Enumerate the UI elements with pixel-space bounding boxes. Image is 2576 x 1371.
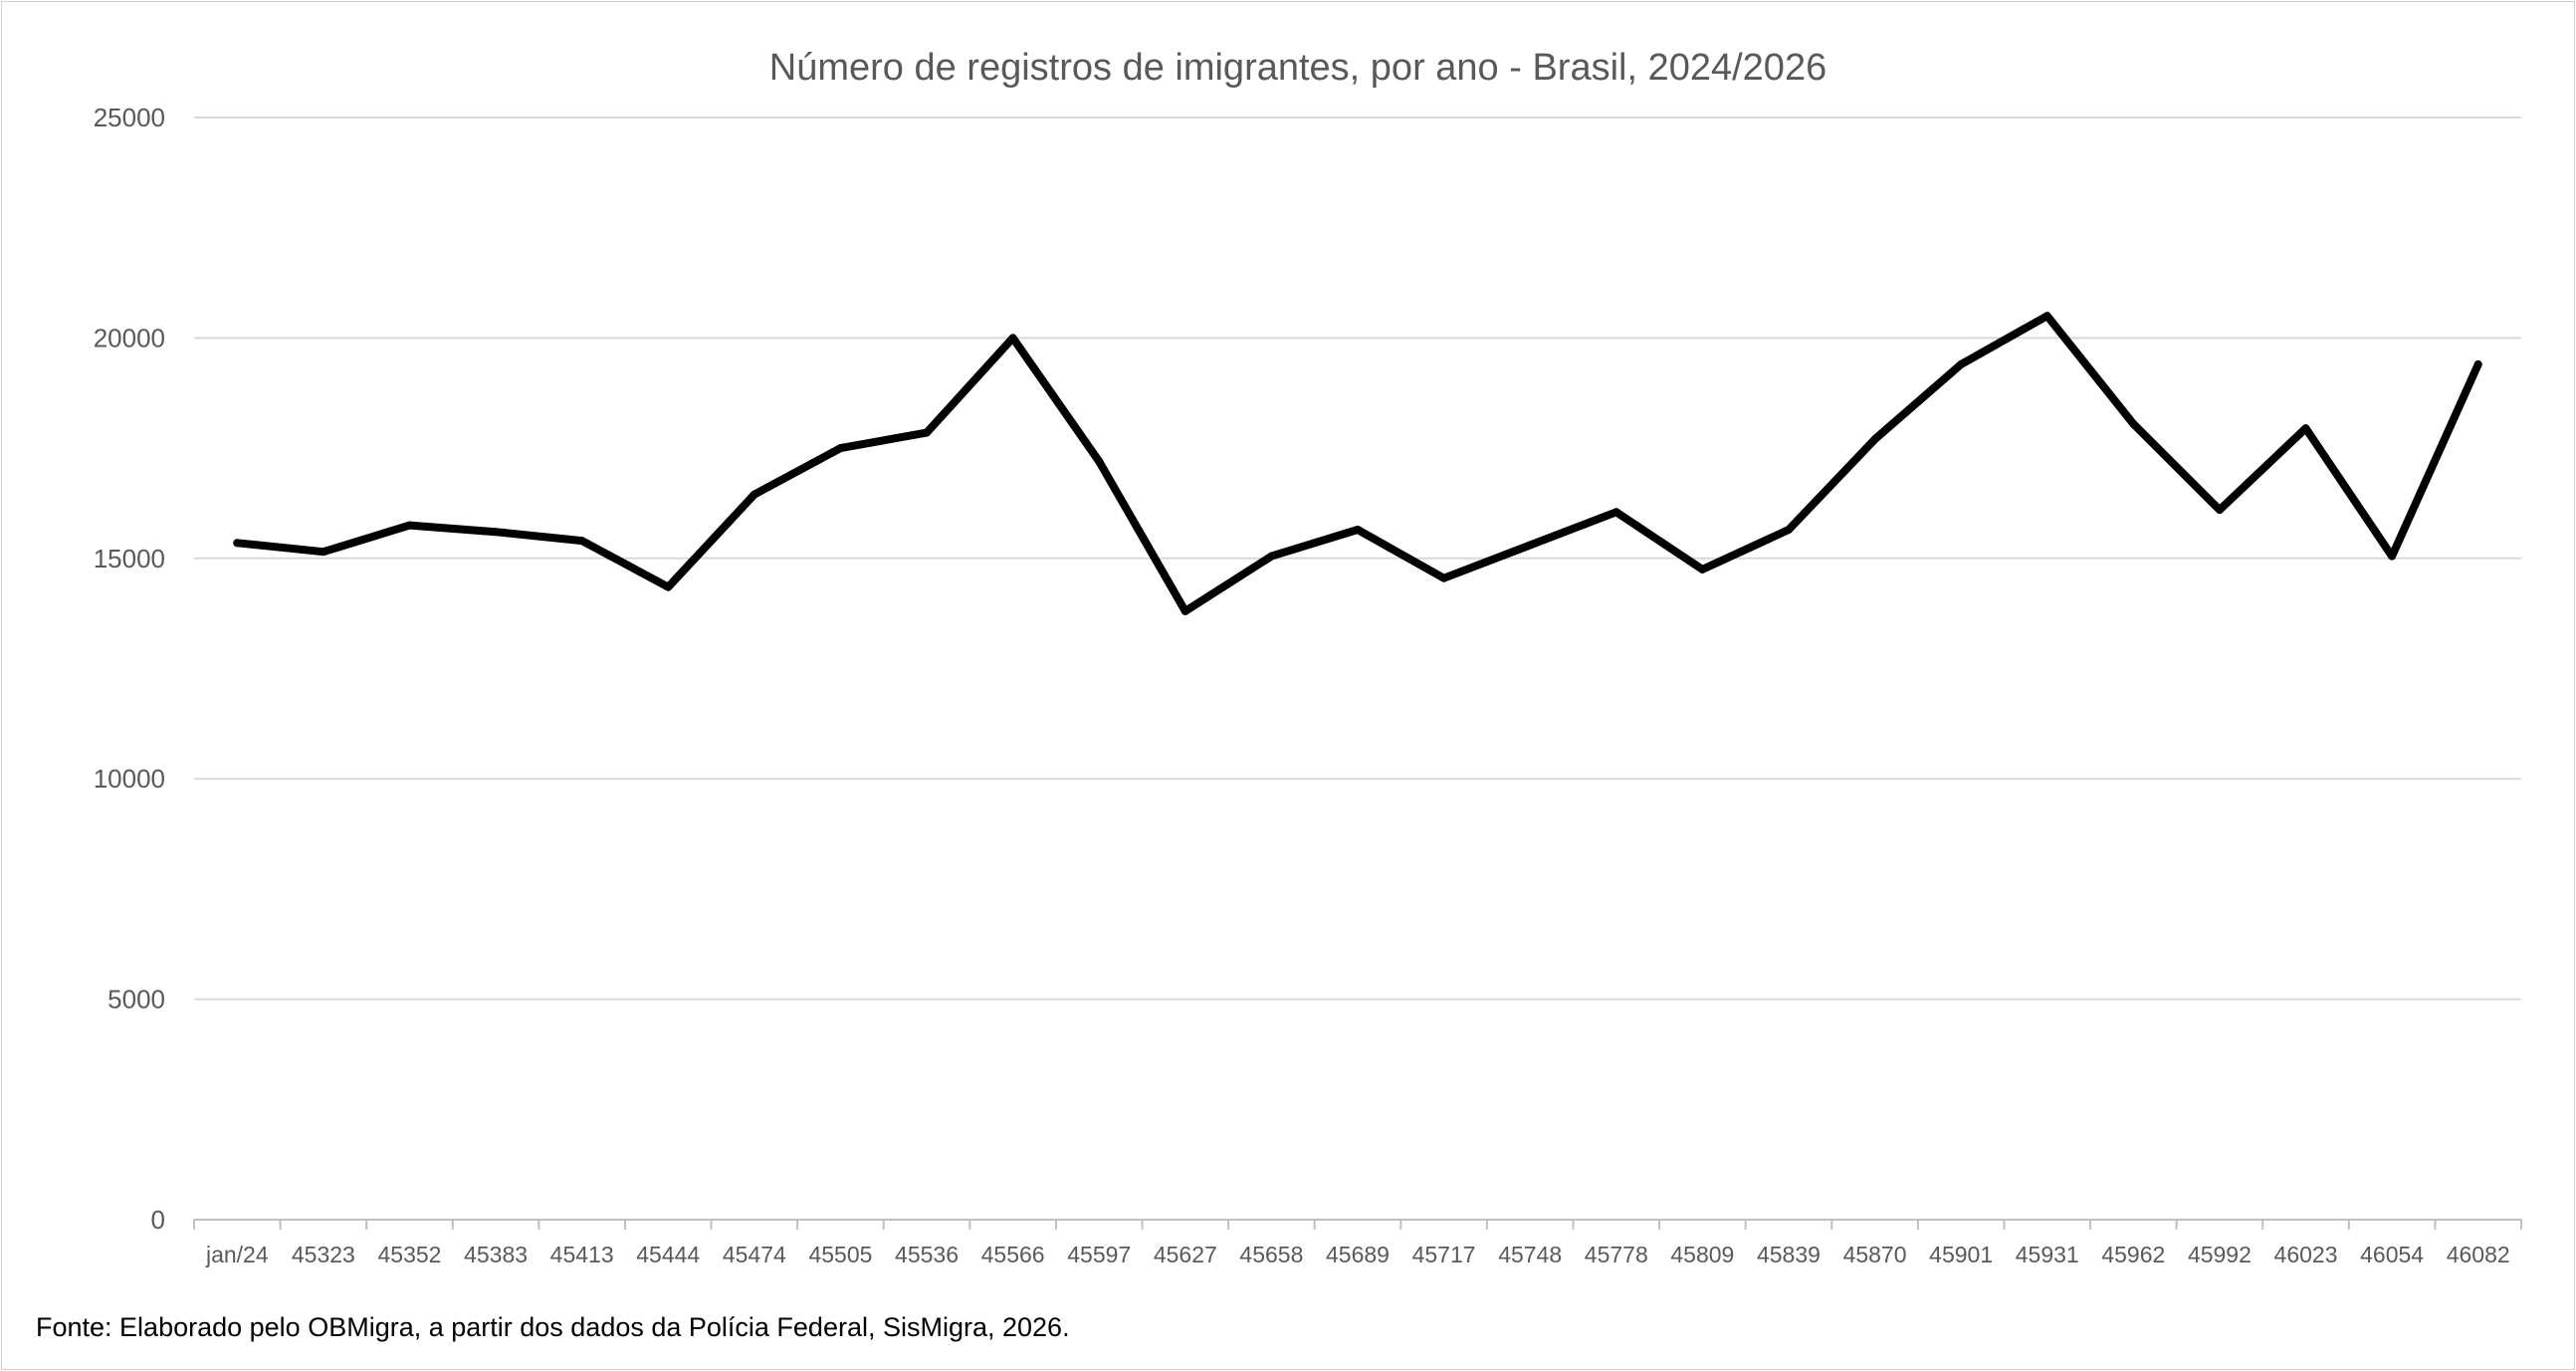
x-tick-label: 45717 xyxy=(1412,1242,1476,1267)
x-axis-tick-labels: jan/24 45323 45352 45383 45413 45444 45474 4550… xyxy=(205,1242,2510,1267)
data-point xyxy=(1611,508,1620,517)
data-point xyxy=(233,539,242,548)
y-tick-label: 10000 xyxy=(94,764,165,794)
x-tick-label: 45474 xyxy=(723,1242,786,1267)
data-point xyxy=(1698,565,1707,573)
x-tick-label: 46023 xyxy=(2274,1242,2338,1267)
x-tick-label: 45931 xyxy=(2016,1242,2079,1267)
gridlines xyxy=(194,116,2521,1001)
source-note: Fonte: Elaborado pelo OBMigra, a partir … xyxy=(36,1312,1070,1342)
data-point xyxy=(1181,606,1189,615)
x-axis xyxy=(193,1219,2522,1230)
y-axis-tick-labels: 0 5000 10000 15000 20000 25000 xyxy=(94,103,165,1235)
x-tick-label: 45809 xyxy=(1670,1242,1734,1267)
data-point xyxy=(319,548,327,557)
x-tick-label: 45627 xyxy=(1154,1242,1217,1267)
y-tick-label: 20000 xyxy=(94,323,165,352)
x-tick-label: 46082 xyxy=(2447,1242,2510,1267)
x-tick-label: 45413 xyxy=(550,1242,614,1267)
data-point xyxy=(923,428,932,437)
data-point xyxy=(2129,419,2138,428)
series-layer xyxy=(233,312,2482,615)
data-point xyxy=(750,490,758,499)
data-point xyxy=(2301,424,2310,433)
x-tick-label: 45505 xyxy=(808,1242,872,1267)
x-tick-label: 45444 xyxy=(636,1242,700,1267)
data-point xyxy=(1095,457,1104,466)
data-point xyxy=(664,582,673,591)
x-tick-label: 45597 xyxy=(1067,1242,1131,1267)
data-point xyxy=(1267,552,1276,561)
x-tick-label: 46054 xyxy=(2360,1242,2424,1267)
data-point xyxy=(1957,359,1966,368)
x-tick-label: 45658 xyxy=(1239,1242,1303,1267)
data-point xyxy=(492,528,501,537)
x-tick-label: 45901 xyxy=(1929,1242,1993,1267)
series-line-0 xyxy=(233,312,2482,615)
data-point xyxy=(577,537,586,546)
x-tick-label: 45778 xyxy=(1585,1242,1648,1267)
data-point xyxy=(1526,541,1535,550)
y-tick-label: 0 xyxy=(151,1205,165,1235)
x-tick-label: 45839 xyxy=(1757,1242,1821,1267)
x-tick-label: 45383 xyxy=(464,1242,528,1267)
data-point xyxy=(1354,526,1362,535)
data-point xyxy=(2215,506,2224,515)
x-tick-label: 45536 xyxy=(895,1242,959,1267)
data-point xyxy=(1870,435,1879,444)
data-point xyxy=(2473,359,2482,368)
data-point xyxy=(836,444,845,453)
data-point xyxy=(2388,552,2397,561)
x-tick-label: 45566 xyxy=(981,1242,1045,1267)
data-point xyxy=(1008,334,1017,343)
x-tick-label: 45870 xyxy=(1843,1242,1907,1267)
x-tick-label: 45352 xyxy=(377,1242,441,1267)
x-tick-label: 45962 xyxy=(2101,1242,2165,1267)
data-point xyxy=(2042,312,2051,321)
x-tick-label: 45748 xyxy=(1498,1242,1562,1267)
x-tick-label: jan/24 xyxy=(205,1242,269,1267)
x-tick-label: 45323 xyxy=(292,1242,355,1267)
data-point xyxy=(1784,526,1793,535)
data-point xyxy=(1439,573,1448,582)
y-tick-label: 15000 xyxy=(94,544,165,573)
x-tick-label: 45992 xyxy=(2188,1242,2252,1267)
chart-title: Número de registros de imigrantes, por a… xyxy=(769,47,1826,89)
data-point xyxy=(405,521,414,530)
y-tick-label: 25000 xyxy=(94,103,165,132)
x-tick-label: 45689 xyxy=(1326,1242,1390,1267)
y-tick-label: 5000 xyxy=(107,985,165,1015)
